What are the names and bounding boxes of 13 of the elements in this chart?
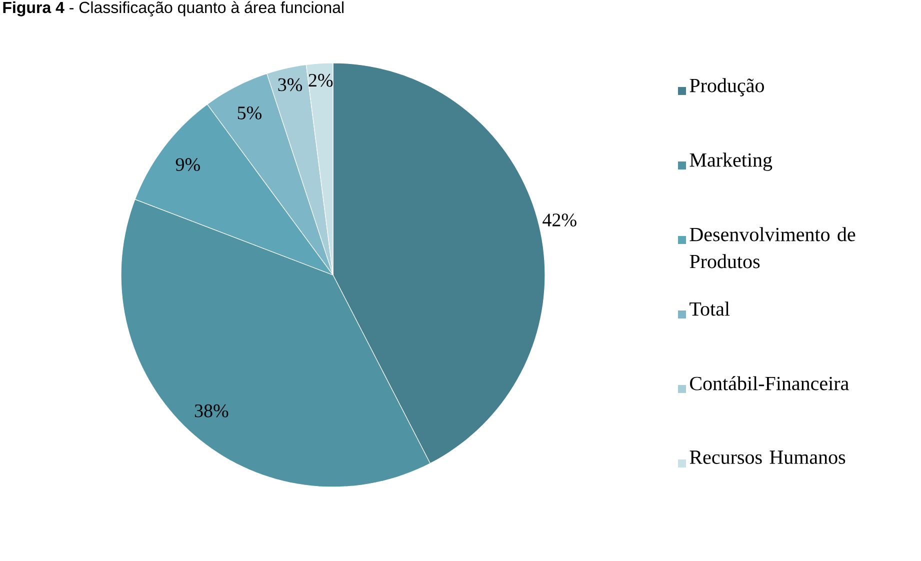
legend-label: Desenvolvimento de Produtos [690,227,856,268]
legend-label: Contábil-Financeira [690,376,849,390]
data-label: 2% [308,74,333,87]
legend-label: Total [690,302,730,316]
legend-label: Produção [690,78,764,96]
legend-label: Marketing [690,152,772,171]
data-label: 3% [278,78,302,92]
legend-label: Recursos Humanos [690,450,846,464]
chart-title: Figura 4 - Classificação quanto à área funcional [3,1,344,16]
data-label: 38% [194,404,228,418]
data-label: 42% [542,214,576,226]
data-label: 5% [238,106,262,120]
data-label: 9% [176,158,200,172]
